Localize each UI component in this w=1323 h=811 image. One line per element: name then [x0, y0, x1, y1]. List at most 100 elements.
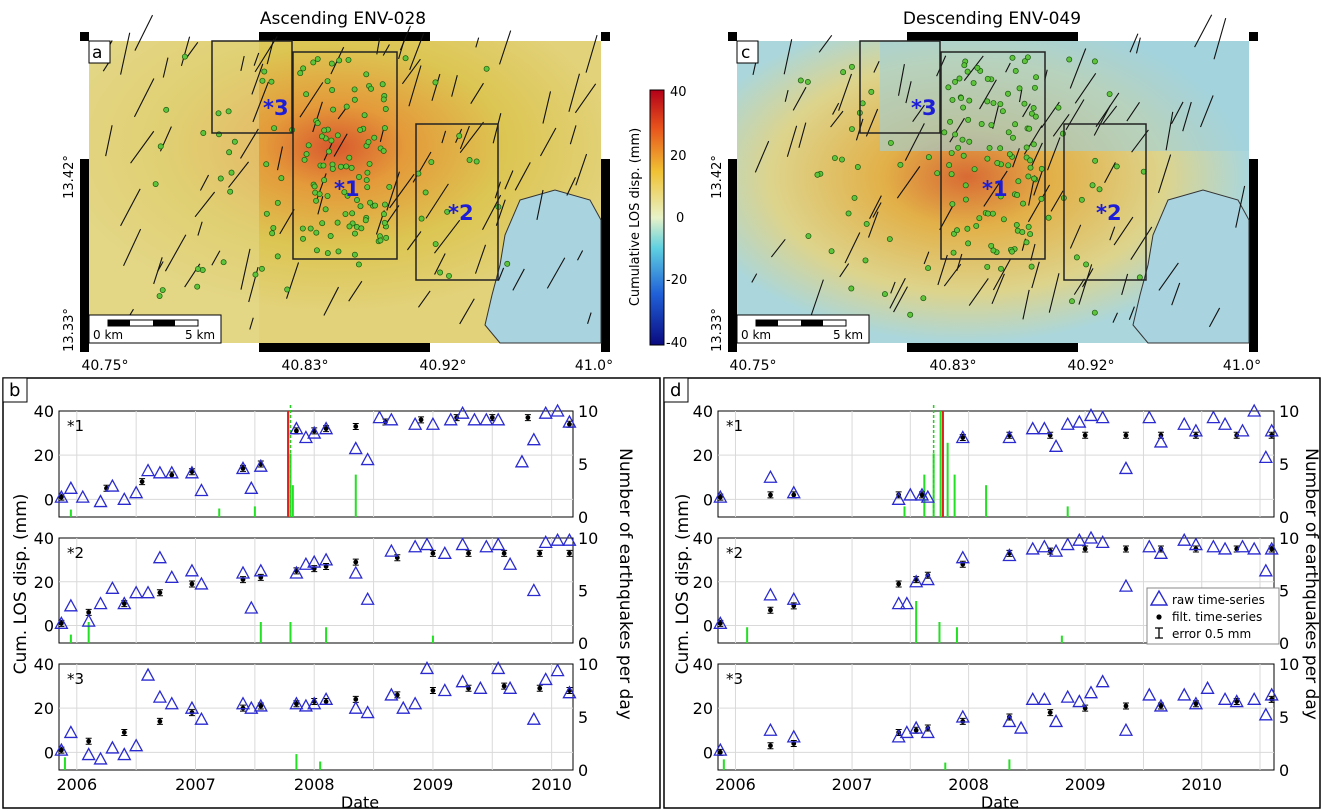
- filt-point: [1269, 546, 1275, 552]
- map-a-lon-tick-3: 40.92°: [419, 358, 466, 374]
- fault-line: [194, 191, 216, 218]
- raw-point: [1177, 416, 1192, 430]
- raw-point: [318, 691, 334, 705]
- quake-bar: [955, 627, 958, 643]
- earthquake-dot: [984, 98, 991, 105]
- quake-bar: [259, 622, 262, 643]
- raw-point: [1264, 423, 1279, 437]
- earthquake-dot: [1019, 229, 1026, 236]
- quake-bar: [938, 622, 941, 643]
- raw-point: [93, 751, 108, 765]
- fault-line: [164, 234, 187, 272]
- raw-point: [1142, 410, 1157, 424]
- fault-line: [1027, 184, 1051, 223]
- map-a-title: Ascending ENV-028: [260, 9, 426, 29]
- earthquake-dot: [444, 208, 451, 215]
- earthquake-dot: [284, 286, 291, 293]
- fault-line: [1112, 312, 1118, 323]
- panel-b-border: [2, 377, 661, 809]
- raw-point: [105, 478, 120, 492]
- fault-line: [451, 75, 458, 97]
- legend-raw-marker: [1149, 589, 1169, 606]
- filt-point: [121, 601, 127, 607]
- raw-point: [129, 485, 144, 499]
- raw-point: [348, 700, 363, 714]
- fault-line: [425, 183, 449, 219]
- filt-point: [294, 428, 299, 434]
- raw-point: [920, 489, 935, 503]
- map-a-faults: [102, 14, 598, 330]
- earthquake-dot: [949, 201, 956, 207]
- filt-point: [466, 550, 471, 556]
- map-a-box-3: [211, 40, 293, 134]
- y-right-tick-label: 0: [578, 761, 588, 780]
- filt-point: [525, 415, 531, 421]
- fault-line: [286, 262, 300, 299]
- earthquake-dot: [305, 142, 312, 149]
- subplot-site-label: *1: [67, 417, 84, 435]
- map-a-lat-tick-2: 13.33°: [62, 308, 77, 352]
- raw-point: [502, 680, 518, 694]
- filt-point: [139, 479, 145, 485]
- filt-point: [86, 609, 92, 615]
- raw-point: [372, 410, 387, 424]
- raw-point: [763, 587, 778, 601]
- raw-point: [244, 600, 259, 614]
- earthquake-dot: [278, 175, 285, 182]
- y-tick-label: 20: [34, 573, 54, 592]
- earthquake-dot: [1026, 125, 1033, 132]
- fault-line: [1069, 224, 1082, 249]
- filt-point: [489, 415, 495, 421]
- fault-line: [923, 251, 930, 265]
- raw-point: [437, 683, 452, 697]
- y-right-tick-label: 10: [1279, 655, 1299, 674]
- raw-point: [1013, 720, 1029, 734]
- earthquake-dot: [269, 230, 276, 237]
- y-tick-label: 40: [34, 402, 54, 421]
- fault-line: [211, 250, 221, 266]
- earthquake-dot: [263, 210, 270, 217]
- earthquake-dot: [227, 188, 234, 195]
- fault-line: [536, 189, 544, 220]
- raw-point: [1002, 430, 1017, 444]
- filt-point: [353, 559, 359, 565]
- raw-point: [786, 729, 801, 743]
- raw-point: [1083, 530, 1099, 544]
- filt-point: [430, 550, 436, 556]
- map-c-lon-tick-1: 40.75°: [729, 358, 776, 374]
- quake-bar: [218, 508, 221, 517]
- raw-point: [244, 480, 259, 494]
- fault-line: [153, 257, 163, 285]
- map-c-faults: [751, 14, 1246, 328]
- earthquake-dot: [483, 65, 490, 72]
- earthquake-dot: [1025, 173, 1032, 180]
- earthquake-dot: [1023, 144, 1030, 151]
- earthquake-dot: [343, 163, 350, 170]
- quake-bar: [325, 627, 328, 643]
- x-tick-label: 2007: [832, 775, 873, 794]
- quake-bar: [1066, 506, 1069, 517]
- earthquake-dot: [195, 266, 201, 272]
- earthquake-dot: [194, 283, 201, 290]
- raw-point: [408, 539, 423, 553]
- fault-line: [1046, 137, 1061, 171]
- raw-point: [1258, 563, 1273, 577]
- earthquake-dot: [1106, 91, 1113, 98]
- earthquake-dot: [341, 189, 348, 196]
- raw-point: [763, 469, 778, 483]
- filt-point: [86, 738, 92, 744]
- fault-line: [904, 123, 925, 161]
- raw-point: [1037, 691, 1052, 705]
- raw-point: [244, 700, 259, 714]
- colorbar-tick: -40: [666, 336, 687, 351]
- earthquake-dot: [962, 182, 969, 189]
- raw-point: [443, 412, 458, 426]
- raw-point: [105, 740, 120, 754]
- earthquake-dot: [962, 196, 969, 203]
- legend: raw time-series filt. time-series error …: [1146, 587, 1280, 645]
- earthquake-dot: [946, 162, 953, 169]
- fault-line: [830, 110, 844, 128]
- fault-line: [431, 73, 441, 101]
- fault-line: [1165, 111, 1174, 151]
- fault-line: [542, 91, 552, 124]
